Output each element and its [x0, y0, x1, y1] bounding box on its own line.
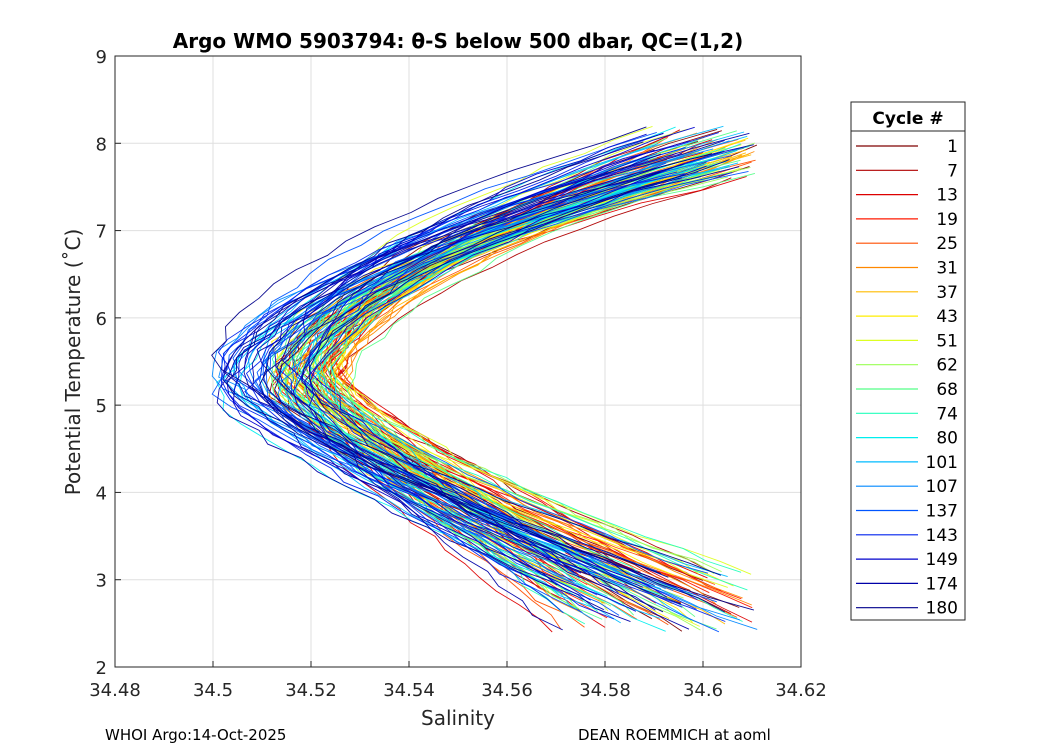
y-tick-label: 5 [96, 396, 107, 417]
legend-label: 7 [947, 161, 958, 181]
y-tick-label: 8 [96, 134, 107, 155]
legend: Cycle # 1 7 13 19 25 31 37 43 51 62 68 74 80 101 107 13… [850, 101, 966, 621]
profile-line [346, 165, 730, 616]
legend-label: 74 [936, 404, 958, 424]
profile-line [274, 153, 722, 576]
profile-line [259, 159, 755, 611]
legend-label: 80 [936, 429, 958, 449]
x-tick-label: 34.58 [579, 680, 631, 701]
legend-label: 37 [936, 283, 958, 303]
legend-label: 107 [926, 477, 958, 497]
x-tick-label: 34.62 [775, 680, 827, 701]
legend-label: 137 [926, 502, 958, 522]
x-axis-label: Salinity [421, 706, 495, 730]
profile-line [251, 166, 673, 586]
profile-line [262, 153, 713, 605]
x-tick-label: 34.48 [89, 680, 141, 701]
profile-line [315, 176, 728, 574]
legend-label: 31 [936, 259, 958, 279]
legend-label: 180 [926, 599, 958, 619]
legend-label: 1 [947, 137, 958, 157]
profile-line [332, 142, 718, 575]
profile-line [222, 164, 684, 623]
chart-title: Argo WMO 5903794: θ-S below 500 dbar, QC… [173, 29, 743, 53]
legend-label: 101 [926, 453, 958, 473]
x-tick-label: 34.56 [481, 680, 533, 701]
profile-line [301, 177, 682, 613]
y-tick-label: 7 [96, 222, 107, 243]
legend-label: 174 [926, 574, 958, 594]
footer-left: WHOI Argo:14-Oct-2025 [105, 726, 287, 744]
profile-line [226, 149, 655, 612]
legend-title: Cycle # [872, 109, 943, 129]
profile-line [244, 132, 726, 622]
profile-line [284, 168, 722, 573]
y-tick-label: 3 [96, 571, 107, 592]
profile-line [309, 171, 661, 586]
x-tick-label: 34.6 [683, 680, 723, 701]
profile-line [276, 133, 664, 631]
profile-line [292, 155, 648, 601]
profile-line [211, 126, 726, 613]
y-tick-label: 6 [96, 309, 107, 330]
y-tick-label: 4 [96, 483, 107, 504]
legend-label: 43 [936, 307, 958, 327]
profile-line [314, 138, 667, 591]
legend-label: 143 [926, 526, 958, 546]
profile-line [243, 144, 754, 630]
axis-ticks: 34.48 34.5 34.52 34.54 34.56 34.58 34.6 34.62 2 3… [89, 47, 827, 701]
profile-line [308, 165, 707, 598]
profile-line [286, 171, 699, 590]
legend-label: 149 [926, 550, 958, 570]
profile-line [282, 133, 647, 588]
legend-label: 51 [936, 331, 958, 351]
y-tick-label: 9 [96, 47, 107, 68]
legend-label: 25 [936, 234, 958, 254]
x-tick-label: 34.54 [383, 680, 435, 701]
legend-label: 62 [936, 356, 958, 376]
profile-line [211, 148, 714, 579]
footer-right: DEAN ROEMMICH at aoml [578, 726, 771, 744]
legend-label: 68 [936, 380, 958, 400]
legend-label: 19 [936, 210, 958, 230]
profile-line [322, 168, 742, 573]
y-axis-label: Potential Temperature (˚C) [61, 229, 85, 496]
x-tick-label: 34.52 [285, 680, 337, 701]
y-tick-label: 2 [96, 658, 107, 679]
profile-line [232, 126, 695, 574]
profile-line [216, 140, 725, 611]
legend-label: 13 [936, 186, 958, 206]
profile-line [223, 166, 740, 578]
plot-frame [114, 55, 802, 668]
legend-box [850, 101, 966, 621]
profile-line [226, 141, 662, 575]
plot-series [211, 125, 758, 633]
profile-line [211, 160, 717, 603]
x-tick-label: 34.5 [193, 680, 233, 701]
profile-line [232, 131, 657, 613]
